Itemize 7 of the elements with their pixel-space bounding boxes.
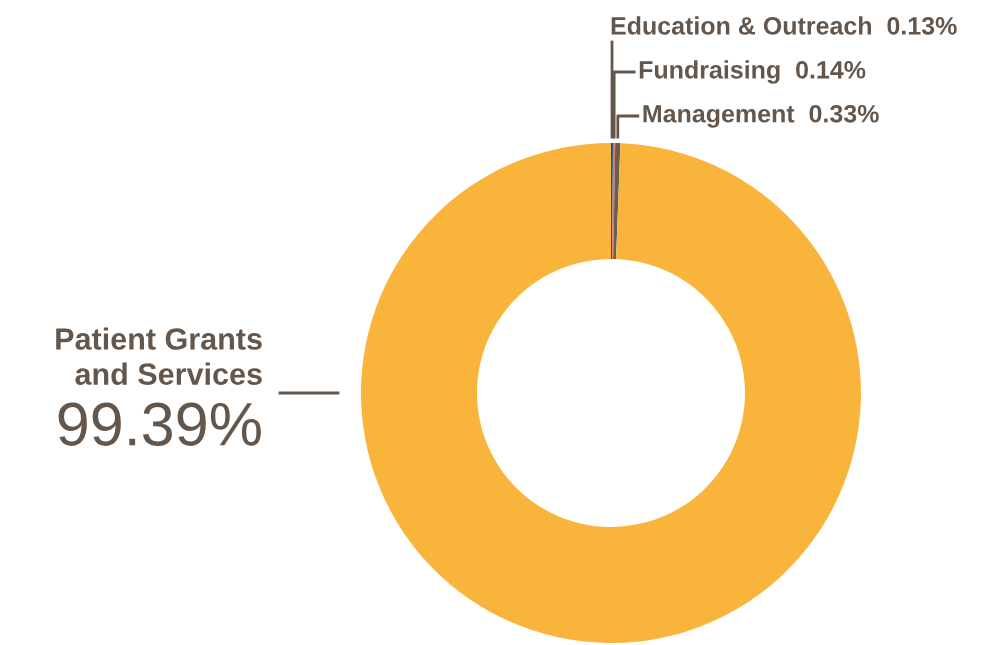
slice-label: Education & Outreach 0.13%: [611, 16, 957, 35]
slice-label: Patient Grants and Services: [56, 327, 262, 385]
data-label: 99.39%: [58, 402, 261, 446]
slice-label: Fundraising 0.14%: [639, 60, 866, 84]
donut-slice: [613, 143, 621, 260]
slice-label: Management 0.33%: [643, 104, 879, 128]
donut-slice: [361, 143, 861, 643]
